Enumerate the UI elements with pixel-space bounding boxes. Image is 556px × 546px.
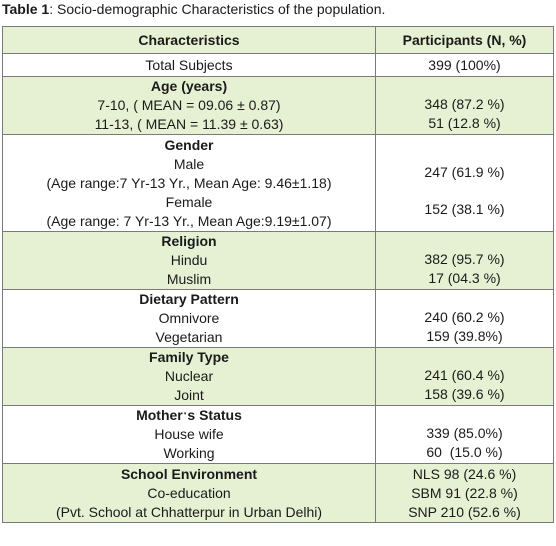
- age-row-label: 7-10, ( MEAN = 09.06 ± 0.87): [97, 97, 281, 113]
- table-row-gender: Gender Male (Age range:7 Yr-13 Yr., Mean…: [2, 134, 554, 232]
- religion-title: Religion: [161, 233, 217, 249]
- gender-male-range: (Age range:7 Yr-13 Yr., Mean Age: 9.46±1…: [46, 174, 332, 191]
- total-label: Total Subjects: [2, 53, 376, 77]
- table-row-total: Total Subjects 399 (100%): [2, 53, 554, 77]
- header-characteristics: Characteristics: [2, 26, 376, 54]
- mother-row-label: Working: [163, 445, 215, 461]
- religion-row-label: Muslim: [166, 271, 212, 287]
- school-row-value: NLS 98 (24.6 %): [412, 465, 517, 482]
- family-title: Family Type: [149, 349, 229, 365]
- table-row-diet: Dietary Pattern Omnivore Vegetarian 240 …: [2, 289, 554, 348]
- table-row-age: Age (years) 7-10, ( MEAN = 09.06 ± 0.87)…: [2, 76, 554, 135]
- family-row-value: 158 (39.6 %): [424, 385, 505, 402]
- table-caption: Table 1: Socio-demographic Characteristi…: [0, 0, 556, 18]
- table-row-school: School Environment Co-education (Pvt. Sc…: [2, 463, 554, 523]
- total-value: 399 (100%): [375, 53, 554, 77]
- school-row-label: Co-education: [147, 484, 231, 501]
- table-row-mother: Motherˑs Status House wife Working 339 (…: [2, 405, 554, 464]
- gender-female-value: 152 (38.1 %): [424, 201, 505, 217]
- header-row: Characteristics Participants (N, %): [2, 26, 554, 54]
- caption-label: Table 1: [2, 1, 50, 17]
- school-row-label: (Pvt. School at Chhatterpur in Urban Del…: [55, 503, 323, 520]
- table-row-family: Family Type Nuclear Joint 241 (60.4 %) 1…: [2, 347, 554, 406]
- diet-row-label: Vegetarian: [155, 329, 223, 345]
- age-row-label: 11-13, ( MEAN = 11.39 ± 0.63): [94, 116, 284, 132]
- table-row-religion: Religion Hindu Muslim 382 (95.7 %) 17 (0…: [2, 231, 554, 290]
- age-title: Age (years): [150, 78, 228, 94]
- school-title: School Environment: [120, 465, 258, 482]
- header-participants: Participants (N, %): [375, 26, 554, 54]
- school-row-value: SBM 91 (22.8 %): [411, 484, 518, 501]
- socio-demographic-table: Characteristics Participants (N, %) Tota…: [2, 26, 554, 523]
- diet-row-value: 240 (60.2 %): [424, 308, 505, 325]
- mother-row-value: 60 (15.0 %): [426, 443, 503, 460]
- mother-row-value: 339 (85.0%): [426, 424, 503, 441]
- religion-row-value: 17 (04.3 %): [428, 269, 501, 286]
- diet-title: Dietary Pattern: [139, 291, 239, 307]
- religion-row-value: 382 (95.7 %): [424, 250, 505, 267]
- mother-title: Motherˑs Status: [136, 407, 242, 423]
- mother-row-label: House wife: [154, 426, 224, 442]
- gender-title: Gender: [164, 136, 214, 153]
- gender-female-label: Female: [165, 193, 213, 210]
- diet-row-value: 159 (39.8%): [426, 327, 503, 344]
- gender-male-label: Male: [173, 155, 205, 172]
- age-row-value: 348 (87.2 %): [424, 95, 505, 112]
- family-row-label: Joint: [174, 387, 204, 403]
- gender-female-range: (Age range: 7 Yr-13 Yr., Mean Age:9.19±1…: [46, 212, 332, 229]
- caption-text: : Socio-demographic Characteristics of t…: [49, 1, 386, 17]
- gender-male-value: 247 (61.9 %): [424, 164, 505, 180]
- school-extra-value: SNP 210 (52.6 %): [408, 503, 521, 520]
- diet-row-label: Omnivore: [158, 310, 220, 326]
- family-row-value: 241 (60.4 %): [424, 366, 505, 383]
- age-row-value: 51 (12.8 %): [428, 114, 501, 131]
- family-row-label: Nuclear: [164, 368, 214, 384]
- religion-row-label: Hindu: [170, 252, 208, 268]
